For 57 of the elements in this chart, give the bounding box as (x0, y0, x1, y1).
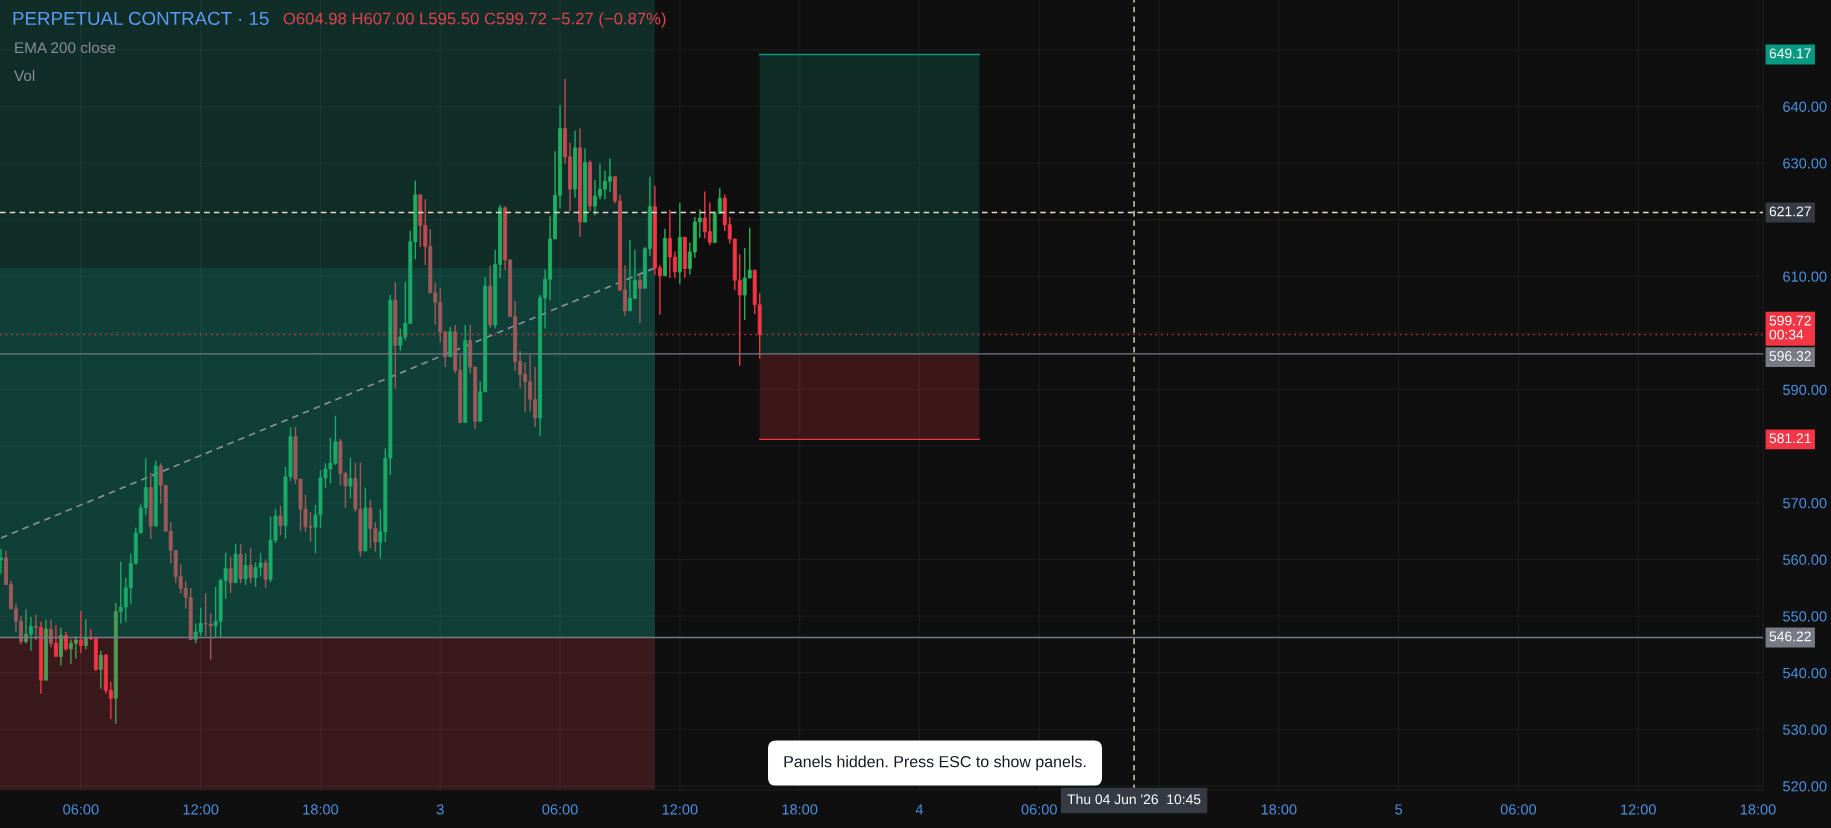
candlestick (58, 626, 63, 667)
y-tick-label: 570.00 (1783, 497, 1827, 509)
candlestick (23, 608, 28, 645)
x-tick-label: 06:00 (63, 804, 99, 815)
candlestick (98, 649, 103, 690)
annotation: EMA 200 close (15, 41, 116, 54)
candlestick (607, 157, 612, 193)
y-tick-label: 630.00 (1783, 158, 1827, 169)
candlestick (33, 613, 38, 641)
candlestick (278, 505, 283, 536)
candlestick (622, 264, 627, 317)
x-tick-label: 12:00 (1621, 804, 1656, 815)
annotation: Panels hidden. Press ESC to show panels. (784, 755, 1086, 771)
annotation: Vol (14, 69, 35, 82)
y-tick-label: 520.00 (1783, 781, 1827, 792)
candlestick (707, 201, 712, 246)
text: 581.21 (1769, 433, 1811, 444)
candlestick (228, 555, 233, 594)
x-tick-label: 4 (915, 804, 924, 815)
ref-line-label: 621.27 (1769, 206, 1811, 217)
candlestick (248, 547, 253, 584)
candlestick (73, 635, 78, 660)
x-tick-label: 18:00 (1261, 804, 1297, 815)
ref-line-label: 599.72 00:34 (1769, 315, 1811, 340)
x-tick-label: 5 (1395, 804, 1403, 815)
candlestick (348, 456, 353, 500)
candlestick (28, 616, 33, 652)
x-tick-label: 3 (436, 804, 444, 815)
x-tick-label: 06:00 (1021, 804, 1057, 815)
x-tick-label: 18:00 (303, 804, 339, 815)
candlestick (83, 618, 88, 651)
x-tick-label: 12:00 (662, 804, 698, 815)
y-tick-label: 530.00 (1783, 724, 1827, 735)
ref-line-label: Thu 04 Jun '26 10:45 (1067, 794, 1201, 805)
candlestick (78, 610, 83, 654)
x-tick-label: 06:00 (542, 804, 578, 815)
chart-title: PERPETUAL CONTRACT · 15 (13, 11, 269, 26)
candlestick (0, 548, 3, 575)
x-tick-label: 18:00 (782, 804, 818, 815)
candlestick (243, 552, 248, 586)
candlestick (48, 618, 53, 648)
ref-line-label: 546.22 (1769, 631, 1811, 642)
y-tick-label: 550.00 (1783, 611, 1827, 622)
x-tick-label: 18:00 (1740, 804, 1776, 815)
y-tick-label: 540.00 (1783, 667, 1827, 679)
x-tick-label: 06:00 (1500, 804, 1537, 815)
text: O604.98 H607.00 L595.50 C599.72 −5.27 (−0.87%) (283, 12, 666, 28)
y-tick-label: 640.00 (1783, 101, 1827, 112)
candlestick (53, 624, 58, 658)
y-tick-label: 560.00 (1783, 554, 1827, 565)
text: 649.17 (1769, 48, 1811, 59)
x-tick-label: 12:00 (183, 804, 219, 815)
y-tick-label: 590.00 (1783, 384, 1827, 396)
y-tick-label: 610.00 (1783, 271, 1827, 282)
ref-line-label: 596.32 (1769, 351, 1811, 361)
candlestick (263, 558, 268, 589)
candlestick (637, 274, 642, 325)
